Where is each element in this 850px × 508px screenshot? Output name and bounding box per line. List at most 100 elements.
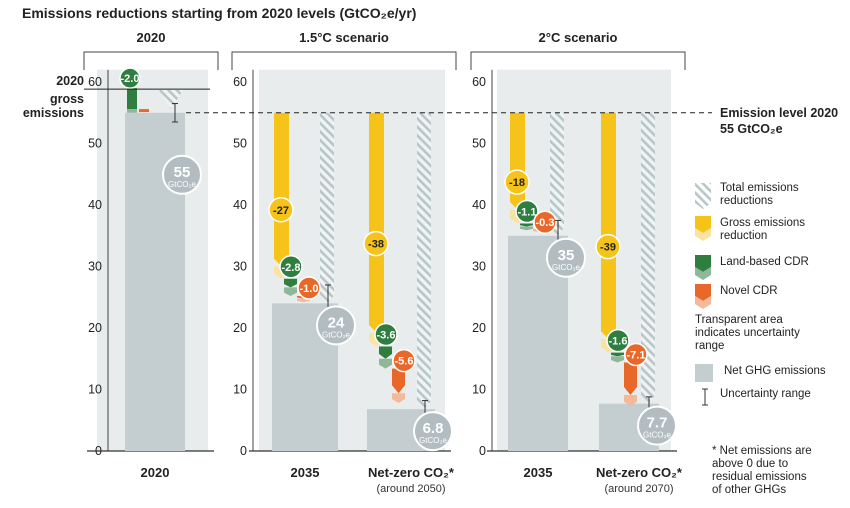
novel-cdr-bar <box>624 362 637 396</box>
legend-label: Novel CDR <box>720 285 778 297</box>
novel-cdr-value-bubble-label: -5.6 <box>395 356 414 368</box>
legend-novel-uncertainty-swatch <box>695 296 711 309</box>
land-cdr-value-bubble: -3.6 <box>374 322 398 347</box>
x-tick-label: 2035 <box>291 465 320 480</box>
land-cdr-value-bubble-label: -1.6 <box>609 336 628 348</box>
gross-reduction-value-bubble-label: -38 <box>368 239 384 251</box>
y-tick-label: 0 <box>479 444 486 458</box>
net-value-label: 55 <box>174 164 191 181</box>
gross-reduction-value-bubble-circle <box>595 233 621 260</box>
novel-cdr-value-bubble: -1.0 <box>297 276 321 300</box>
legend-label: indicates uncertainty <box>695 327 800 339</box>
y-tick-label: 30 <box>233 260 247 274</box>
gross-emissions-label: gross <box>50 92 84 106</box>
footnote-line: * Net emissions are <box>712 445 812 457</box>
total-reduction-hatch <box>417 112 431 410</box>
gross-reduction-value-bubble: -39 <box>595 233 621 260</box>
gross-reduction-value-bubble-circle <box>268 197 294 223</box>
legend-land-swatch <box>695 255 711 272</box>
y-tick-label: 30 <box>472 260 486 274</box>
land-cdr-value-bubble-label: -2.8 <box>282 262 301 274</box>
legend-item-land: Land-based CDR <box>695 255 809 280</box>
net-value-circle <box>413 411 453 452</box>
net-value-circle <box>316 305 356 346</box>
gross-reduction-value-bubble-label: -18 <box>509 177 525 189</box>
legend-net-swatch <box>695 364 713 382</box>
legend-total-swatch <box>695 183 711 209</box>
gross-reduction-bar <box>369 112 384 333</box>
land-cdr-value-bubble-circle <box>515 199 539 224</box>
net-value-unit: GtCO₂e <box>322 330 351 339</box>
land-cdr-value-bubble: -2.8 <box>279 255 303 279</box>
land-cdr-value-bubble: -2.0 <box>119 67 141 89</box>
gross-reduction-value-bubble-circle <box>504 169 530 195</box>
novel-cdr-value-bubble: -7.1 <box>624 342 648 367</box>
land-cdr-bar <box>520 223 533 227</box>
land-cdr-value-bubble: -1.1 <box>515 199 539 224</box>
legend-label: reduction <box>720 230 767 242</box>
legend-label: Transparent area <box>695 314 783 326</box>
legend-item-novel: Novel CDR <box>695 284 778 309</box>
x-tick-label: Net-zero CO₂* <box>596 465 683 480</box>
gross-reduction-value-bubble: -27 <box>268 197 294 223</box>
legend-label: Net GHG emissions <box>724 365 826 377</box>
novel-cdr-uncertainty <box>392 393 405 404</box>
land-cdr-uncertainty <box>520 226 533 231</box>
gross-emissions-label: 2020 <box>56 74 84 88</box>
y-tick-label: 40 <box>88 198 102 212</box>
land-cdr-uncertainty <box>127 109 137 113</box>
novel-cdr-bar <box>139 109 149 113</box>
legend-label: range <box>695 340 724 352</box>
net-value-unit: GtCO₂e <box>552 263 581 272</box>
net-value-circle <box>162 154 202 195</box>
land-cdr-value-bubble-circle <box>374 322 398 347</box>
land-cdr-bar <box>284 278 297 288</box>
y-tick-label: 60 <box>233 75 247 89</box>
land-cdr-value-bubble-label: -2.0 <box>121 73 140 85</box>
gross-reduction-bar <box>601 112 616 340</box>
net-value-unit: GtCO₂e <box>168 180 197 189</box>
novel-cdr-value-bubble: -5.6 <box>392 348 416 373</box>
novel-cdr-value-bubble-label: -1.0 <box>300 283 319 295</box>
land-cdr-value-bubble-circle <box>119 67 141 89</box>
legend-label: reductions <box>720 195 773 207</box>
y-tick-label: 10 <box>233 383 247 397</box>
legend-label: Uncertainty range <box>720 388 811 400</box>
land-cdr-bar <box>379 346 392 359</box>
x-tick-label: 2020 <box>141 465 170 480</box>
x-tick-sublabel: (around 2050) <box>376 483 445 495</box>
chart-title: Emissions reductions starting from 2020 … <box>22 5 416 21</box>
gross-emissions-label: emissions <box>23 106 84 120</box>
gross-reduction-bar <box>510 112 525 210</box>
net-value-circle <box>546 237 586 278</box>
legend-label: Land-based CDR <box>720 256 809 268</box>
gross-reduction-value-bubble: -18 <box>504 169 530 195</box>
novel-cdr-value-bubble: -0.3 <box>533 210 557 234</box>
total-reduction-hatch <box>159 89 183 110</box>
total-reduction-hatch <box>641 112 655 404</box>
net-value-unit: GtCO₂e <box>419 436 448 445</box>
gross-reduction-value-bubble-circle <box>363 230 389 257</box>
land-cdr-value-bubble-circle <box>606 328 630 353</box>
footnote-line: above 0 due to <box>712 458 788 470</box>
reference-label: Emission level 2020 <box>720 106 838 120</box>
y-tick-label: 0 <box>240 444 247 458</box>
novel-cdr-uncertainty <box>624 395 637 407</box>
y-tick-label: 40 <box>233 198 247 212</box>
land-cdr-bar <box>611 352 624 357</box>
legend-item-ci: Uncertainty range <box>702 388 811 406</box>
panel-bracket <box>470 51 686 70</box>
